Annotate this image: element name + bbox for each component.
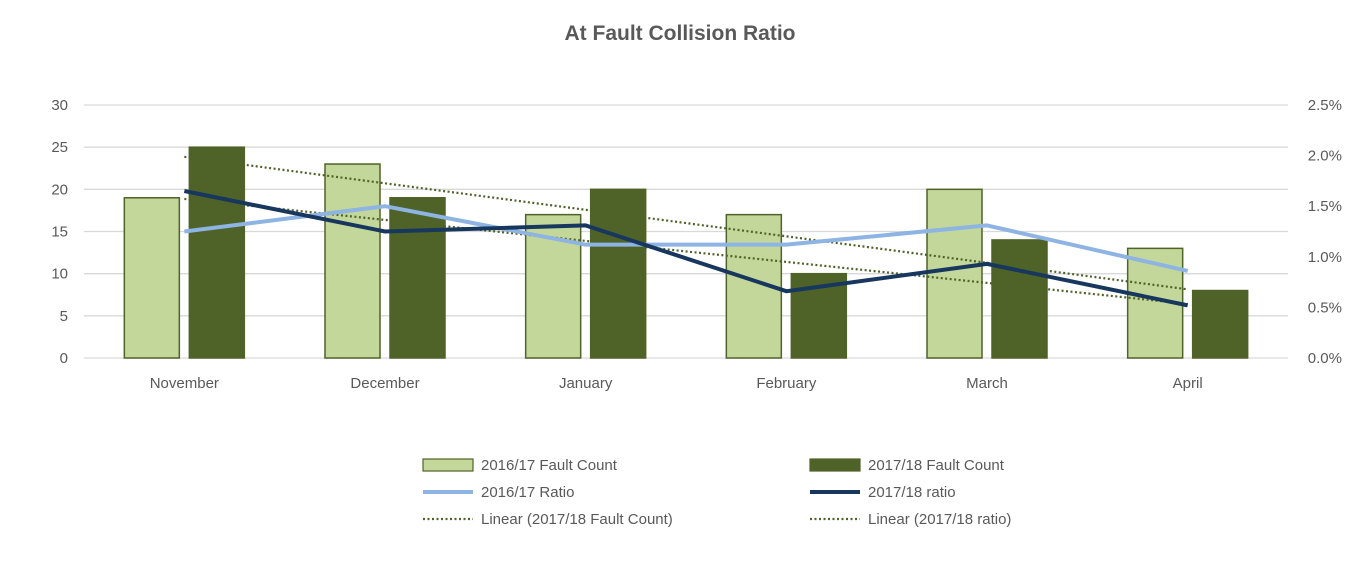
bar-2017-18-fault-count — [188, 146, 246, 359]
bar-2017-18-fault-count — [389, 197, 446, 359]
legend-swatch — [809, 458, 861, 472]
line-2017-18-ratio — [183, 189, 1189, 308]
y-right-tick-label: 0.0% — [1308, 350, 1342, 367]
x-tick-label: January — [559, 375, 613, 392]
y-right-tick-label: 2.0% — [1308, 148, 1342, 165]
line-2016-17-ratio — [184, 204, 1189, 273]
legend-swatch — [422, 458, 474, 472]
y-left-tick-label: 5 — [60, 308, 68, 325]
bar-2016-17-fault-count — [324, 163, 381, 359]
y-left-tick-label: 15 — [51, 224, 68, 241]
trendline — [184, 155, 1188, 291]
x-tick-label: February — [756, 375, 817, 392]
x-tick-label: April — [1173, 375, 1203, 392]
x-tick-label: November — [150, 375, 219, 392]
x-tick-label: December — [350, 375, 419, 392]
y-right-tick-label: 1.0% — [1308, 249, 1342, 266]
y-left-tick-label: 20 — [51, 181, 68, 198]
legend-label: Linear (2017/18 ratio) — [868, 511, 1011, 528]
chart-title: At Fault Collision Ratio — [565, 22, 796, 45]
y-left-tick-label: 10 — [51, 266, 68, 283]
bar-2017-18-fault-count — [1191, 289, 1249, 359]
trendline — [184, 197, 1188, 305]
legend-label: 2016/17 Fault Count — [481, 457, 618, 474]
bar-2017-18-fault-count — [991, 239, 1048, 359]
bar-2016-17-fault-count — [926, 188, 983, 359]
bar-2016-17-fault-count — [123, 197, 181, 359]
y-right-tick-label: 2.5% — [1308, 97, 1342, 114]
legend-label: Linear (2017/18 Fault Count) — [481, 511, 673, 528]
y-left-tick-label: 30 — [51, 97, 68, 114]
legend-label: 2017/18 Fault Count — [868, 457, 1005, 474]
y-right-tick-label: 1.5% — [1308, 198, 1342, 215]
legend-label: 2016/17 Ratio — [481, 484, 574, 501]
bar-2017-18-fault-count — [589, 188, 647, 359]
y-left-tick-label: 0 — [60, 350, 68, 367]
y-left-tick-label: 25 — [51, 139, 68, 156]
legend-label: 2017/18 ratio — [868, 484, 956, 501]
x-tick-label: March — [966, 375, 1008, 392]
y-right-tick-label: 0.5% — [1308, 299, 1342, 316]
